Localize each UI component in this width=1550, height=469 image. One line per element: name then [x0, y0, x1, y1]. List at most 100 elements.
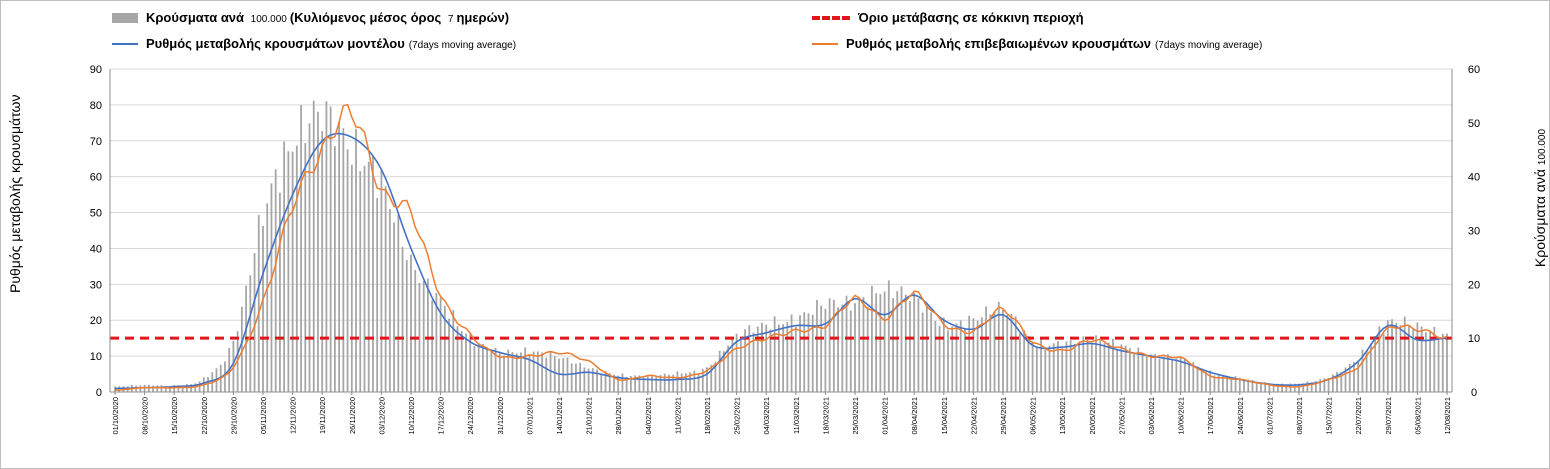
- right-tick-label: 50: [1468, 118, 1480, 130]
- case-bar: [739, 337, 742, 392]
- case-bar: [1014, 316, 1017, 392]
- case-bar: [1327, 378, 1330, 392]
- case-bar: [283, 141, 286, 392]
- bars-swatch: [112, 12, 138, 23]
- case-bar: [617, 375, 620, 392]
- left-tick-label: 10: [90, 351, 102, 363]
- case-bar: [1234, 376, 1237, 392]
- case-bar: [744, 329, 746, 392]
- left-tick-label: 0: [96, 387, 102, 399]
- case-bar: [1276, 383, 1279, 392]
- case-bar: [1412, 329, 1415, 392]
- case-bar: [1019, 333, 1021, 392]
- case-bar: [160, 385, 163, 392]
- case-bar: [1323, 378, 1326, 392]
- case-bar: [1154, 354, 1157, 392]
- case-bar: [828, 298, 831, 392]
- case-bar: [917, 298, 920, 392]
- x-tick-label: 15/04/2021: [940, 397, 949, 435]
- case-bar: [773, 316, 776, 392]
- case-bar: [262, 225, 264, 392]
- case-bar: [1167, 354, 1169, 392]
- case-bar: [579, 362, 582, 392]
- case-bar: [1243, 379, 1245, 392]
- x-tick-label: 18/03/2021: [821, 397, 830, 435]
- left-tick-label: 30: [90, 279, 102, 291]
- case-bar: [558, 358, 560, 392]
- axes-group: [109, 69, 1453, 393]
- case-bar: [1446, 333, 1448, 392]
- case-bar: [427, 278, 429, 392]
- legend-cases-bars: Κρούσματα ανά 100.000 (Κυλιόμενος μέσος ό…: [112, 10, 509, 25]
- case-bar: [786, 321, 789, 392]
- case-bar: [304, 143, 307, 392]
- case-bar: [1175, 358, 1178, 392]
- x-tick-label: 20/05/2021: [1088, 397, 1097, 435]
- case-bar: [794, 326, 797, 392]
- case-bar: [1069, 340, 1072, 392]
- case-bar: [997, 301, 1000, 392]
- case-bar: [448, 318, 450, 392]
- case-bar: [942, 317, 945, 392]
- case-bar: [257, 215, 260, 392]
- case-bar: [672, 374, 675, 392]
- case-bar: [964, 329, 966, 392]
- case-bar: [266, 203, 269, 392]
- case-bar: [765, 324, 768, 392]
- case-bar: [528, 355, 531, 392]
- case-bar: [820, 305, 823, 392]
- case-bar: [904, 294, 907, 392]
- case-bar: [604, 371, 607, 392]
- legend-bars-label: Κρούσματα ανά 100.000 (Κυλιόμενος μέσος ό…: [146, 10, 510, 25]
- case-bar: [317, 111, 319, 392]
- case-bar: [951, 326, 954, 392]
- case-bar: [930, 312, 933, 392]
- case-bar: [938, 325, 941, 392]
- case-bar: [380, 170, 383, 392]
- x-tick-label: 08/04/2021: [910, 397, 919, 435]
- x-tick-label: 12/08/2021: [1443, 397, 1452, 435]
- case-bar: [333, 146, 336, 392]
- case-bar: [520, 352, 522, 392]
- x-tick-label: 29/10/2020: [229, 397, 238, 435]
- case-bar: [1145, 356, 1148, 392]
- x-tick-label: 18/02/2021: [703, 397, 712, 435]
- case-bar: [841, 304, 844, 392]
- case-bar: [541, 352, 543, 392]
- case-bar: [384, 186, 387, 392]
- case-bar: [164, 386, 167, 392]
- case-bar: [1268, 383, 1271, 392]
- case-bar: [1221, 374, 1224, 392]
- case-bar: [325, 101, 328, 392]
- case-bar: [469, 334, 472, 392]
- case-bar: [591, 368, 594, 392]
- case-bar: [274, 169, 277, 392]
- case-bar: [1171, 358, 1174, 392]
- case-bar: [575, 363, 577, 392]
- case-bar: [494, 347, 497, 392]
- case-bar: [1099, 340, 1102, 392]
- case-bar: [1052, 343, 1055, 392]
- case-bar: [1133, 353, 1135, 392]
- case-bar: [710, 364, 713, 392]
- case-bar: [342, 128, 345, 393]
- case-bar: [477, 343, 480, 392]
- case-bar: [1010, 313, 1013, 392]
- case-bar: [748, 325, 751, 392]
- case-bar: [414, 270, 417, 392]
- case-bar: [1188, 365, 1190, 392]
- case-bar: [600, 373, 603, 392]
- x-tick-label: 01/04/2021: [881, 397, 890, 435]
- case-bar: [1044, 346, 1047, 392]
- x-tick-label: 21/01/2021: [585, 397, 594, 435]
- case-bar: [1361, 349, 1364, 392]
- case-bar: [1226, 375, 1229, 392]
- case-bar: [198, 381, 201, 392]
- case-bar: [955, 323, 958, 392]
- case-bar: [1107, 342, 1110, 392]
- case-bar: [596, 369, 598, 392]
- case-bar: [177, 385, 180, 392]
- case-bar: [714, 361, 717, 392]
- x-tick-label: 29/04/2021: [999, 397, 1008, 435]
- x-tick-label: 26/11/2020: [348, 397, 357, 434]
